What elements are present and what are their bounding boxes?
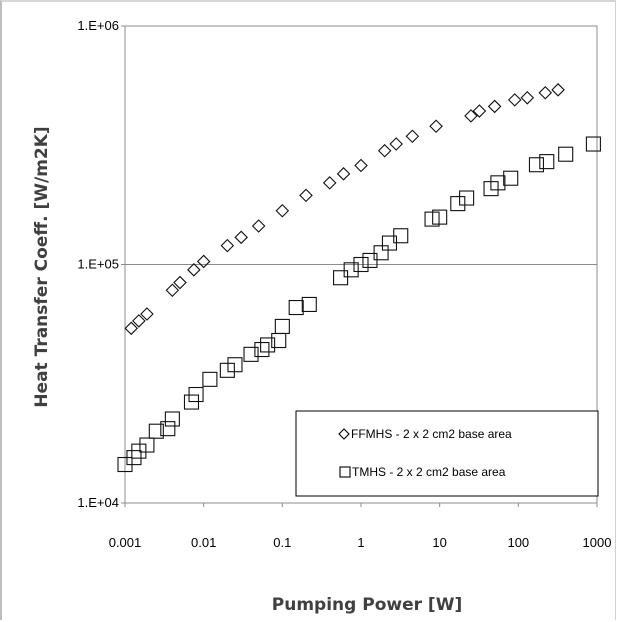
tmhs-point (274, 318, 290, 334)
tmhs-point (393, 228, 409, 244)
x-tick-label: 0.01 (191, 535, 216, 550)
ffmhs-point (234, 230, 248, 245)
ffmhs-point (507, 93, 522, 107)
ffmhs-point (464, 109, 478, 123)
ffmhs-point (187, 263, 201, 277)
ffmhs-point (251, 219, 266, 233)
ffmhs-point (354, 158, 368, 173)
tmhs-point (539, 154, 555, 170)
ffmhs-point (124, 321, 139, 336)
tmhs-point (373, 245, 389, 261)
tmhs-point (301, 296, 317, 312)
legend-square-marker-icon (339, 466, 351, 478)
y-axis-ticks: 1.E+04 1.E+05 1.E+06 (77, 18, 125, 510)
data-points (117, 83, 601, 473)
tmhs-point (243, 346, 259, 362)
ffmhs-point (472, 104, 487, 118)
tmhs-point (490, 175, 506, 191)
ffmhs-point (520, 91, 535, 105)
legend-label-tmhs: TMHS - 2 x 2 cm2 base area (352, 465, 506, 479)
tmhs-point (202, 371, 218, 387)
tmhs-point (219, 362, 235, 378)
ffmhs-point (389, 137, 403, 151)
tmhs-point (227, 357, 243, 373)
ffmhs-point (140, 307, 154, 321)
legend-diamond-marker-icon (338, 428, 350, 440)
tmhs-point (164, 411, 180, 427)
tmhs-point (585, 136, 601, 152)
ffmhs-point (322, 176, 337, 190)
y-tick-label: 1.E+05 (77, 257, 119, 272)
tmhs-point (271, 332, 287, 349)
y-tick-label: 1.E+04 (77, 495, 119, 510)
ffmhs-point (551, 83, 565, 97)
ffmhs-point (173, 275, 187, 290)
legend-label-ffmhs: FFMHS - 2 x 2 cm2 base area (351, 427, 512, 441)
ffmhs-point (377, 143, 392, 158)
tmhs-point (432, 209, 448, 225)
legend: FFMHS - 2 x 2 cm2 base area TMHS - 2 x 2… (295, 410, 599, 497)
ffmhs-point (538, 85, 553, 100)
tmhs-point (353, 256, 369, 273)
tmhs-point (254, 341, 270, 358)
tmhs-point (288, 299, 304, 316)
x-tick-label: 0.1 (273, 535, 291, 550)
ffmhs-point (220, 238, 235, 253)
tmhs-point (558, 146, 574, 162)
tmhs-point (424, 211, 440, 227)
ffmhs-point (196, 254, 211, 269)
tmhs-point (528, 157, 545, 173)
x-axis-ticks: 0.001 0.01 0.1 1 10 100 1000 (109, 503, 612, 550)
ffmhs-point (132, 314, 146, 328)
ffmhs-point (336, 167, 351, 181)
ffmhs-point (429, 119, 443, 133)
legend-box (295, 410, 599, 497)
tmhs-point (450, 196, 466, 212)
x-tick-label: 100 (507, 535, 529, 550)
tmhs-point (459, 190, 475, 206)
x-tick-label: 0.001 (109, 535, 142, 550)
tmhs-point (333, 270, 349, 286)
x-axis-title: Pumping Power [W] (272, 595, 462, 615)
ffmhs-point (275, 203, 290, 218)
x-tick-label: 10 (432, 535, 446, 550)
x-tick-label: 1 (357, 535, 364, 550)
ffmhs-point (299, 188, 313, 203)
tmhs-point (131, 443, 147, 459)
ffmhs-point (487, 99, 502, 114)
tmhs-point (260, 337, 276, 353)
ffmhs-point (165, 283, 180, 298)
y-axis-title: Heat Transfer Coeff. [W/m2K] (32, 126, 52, 407)
x-tick-label: 1000 (583, 535, 612, 550)
tmhs-point (343, 262, 359, 278)
ffmhs-point (405, 129, 420, 144)
tmhs-point (160, 421, 176, 437)
tmhs-point (148, 423, 164, 439)
tmhs-point (139, 437, 155, 453)
tmhs-point (503, 170, 519, 186)
tmhs-point (188, 386, 204, 403)
y-tick-label: 1.E+06 (77, 18, 119, 33)
tmhs-point (362, 252, 378, 268)
